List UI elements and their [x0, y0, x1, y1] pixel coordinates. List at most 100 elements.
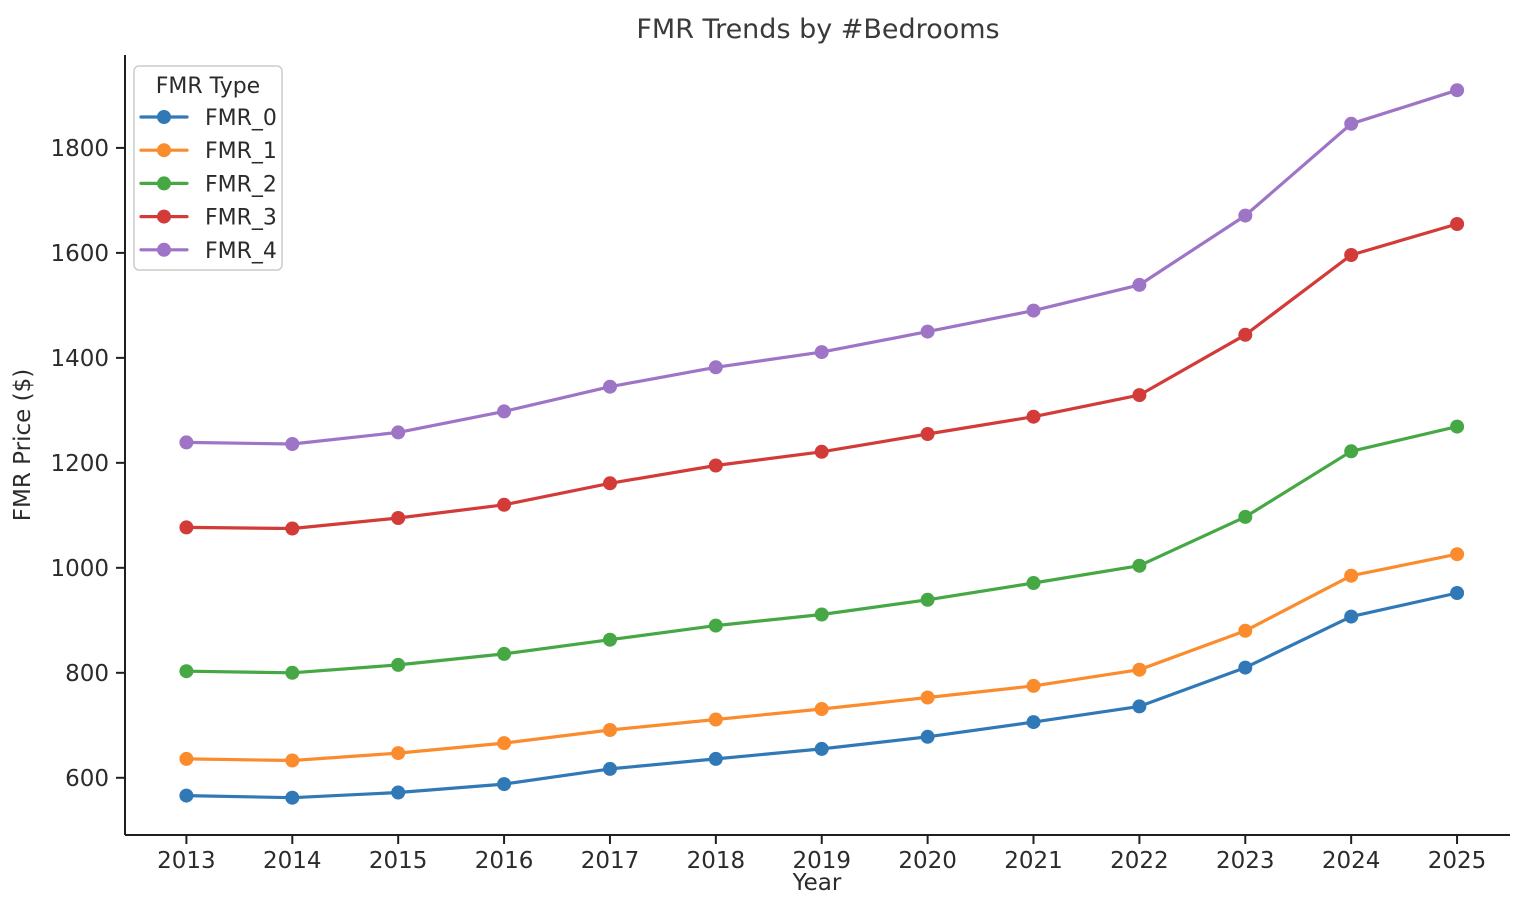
data-point-FMR_4-2023 [1238, 208, 1253, 223]
y-tick-label: 800 [65, 661, 109, 687]
data-point-FMR_1-2013 [179, 751, 194, 766]
data-point-FMR_4-2016 [497, 404, 512, 419]
x-tick-label: 2020 [898, 848, 957, 874]
legend-item-FMR_4: FMR_4 [139, 239, 277, 264]
x-tick-label: 2019 [792, 848, 851, 874]
data-point-FMR_0-2021 [1026, 715, 1041, 730]
data-point-FMR_2-2015 [391, 657, 406, 672]
legend-label-FMR_1: FMR_1 [205, 139, 277, 164]
data-point-FMR_3-2018 [708, 458, 723, 473]
data-point-FMR_4-2020 [920, 324, 935, 339]
x-tick-label: 2022 [1110, 848, 1169, 874]
data-point-FMR_1-2016 [497, 736, 512, 751]
data-point-FMR_1-2022 [1132, 662, 1147, 677]
data-point-FMR_3-2022 [1132, 388, 1147, 403]
data-point-FMR_0-2023 [1238, 660, 1253, 675]
x-tick-label: 2014 [263, 848, 322, 874]
y-tick-label: 1600 [50, 241, 109, 267]
data-point-FMR_3-2021 [1026, 409, 1041, 424]
data-point-FMR_3-2013 [179, 520, 194, 535]
data-point-FMR_4-2015 [391, 425, 406, 440]
data-point-FMR_2-2021 [1026, 576, 1041, 590]
data-point-FMR_4-2019 [814, 345, 829, 360]
x-tick-label: 2016 [475, 848, 534, 874]
data-point-FMR_4-2024 [1344, 116, 1359, 131]
data-point-FMR_2-2020 [920, 592, 935, 607]
x-axis-label: Year [792, 870, 842, 896]
data-point-FMR_0-2022 [1132, 699, 1147, 714]
data-point-FMR_2-2013 [179, 664, 194, 679]
data-point-FMR_0-2025 [1450, 586, 1465, 600]
data-point-FMR_2-2016 [497, 646, 512, 661]
data-point-FMR_4-2022 [1132, 277, 1147, 292]
data-point-FMR_1-2015 [391, 746, 406, 761]
legend-label-FMR_3: FMR_3 [205, 206, 277, 231]
legend-item-FMR_1: FMR_1 [139, 139, 277, 164]
data-point-FMR_2-2017 [603, 632, 617, 647]
data-point-FMR_2-2019 [814, 607, 829, 622]
legend: FMR_0 FMR_1 FMR_2 FMR_3 FMR_4 [133, 65, 283, 271]
data-point-FMR_1-2017 [603, 723, 617, 737]
x-tick-label: 2021 [1004, 848, 1063, 874]
data-point-FMR_0-2015 [391, 785, 406, 800]
data-point-FMR_1-2019 [814, 702, 829, 716]
legend-label-FMR_2: FMR_2 [205, 172, 277, 197]
data-point-FMR_0-2024 [1344, 609, 1359, 624]
x-tick-label: 2024 [1322, 848, 1381, 874]
data-point-FMR_4-2025 [1450, 83, 1465, 98]
data-point-FMR_4-2017 [603, 379, 617, 394]
data-point-FMR_3-2016 [497, 497, 512, 512]
data-point-FMR_3-2023 [1238, 327, 1253, 342]
data-point-FMR_1-2020 [920, 690, 935, 705]
y-tick-label: 600 [65, 766, 109, 792]
data-point-FMR_2-2014 [285, 665, 300, 680]
y-tick-label: 1000 [50, 556, 109, 582]
data-point-FMR_0-2018 [708, 751, 723, 766]
data-point-FMR_4-2021 [1026, 303, 1041, 318]
data-point-FMR_0-2014 [285, 790, 300, 805]
legend-swatch-marker-FMR_3 [157, 209, 171, 224]
data-point-FMR_3-2024 [1344, 248, 1359, 262]
series-line-FMR_3 [184, 222, 1459, 531]
x-tick-label: 2023 [1216, 848, 1275, 874]
data-point-FMR_3-2015 [391, 511, 406, 525]
data-point-FMR_3-2017 [603, 476, 617, 491]
data-point-FMR_2-2022 [1132, 558, 1147, 573]
x-tick-label: 2018 [687, 848, 746, 874]
series-lines [179, 83, 1465, 805]
x-tick-label: 2025 [1428, 848, 1487, 874]
data-point-FMR_1-2023 [1238, 623, 1253, 638]
series-line-FMR_2 [184, 425, 1459, 675]
legend-item-FMR_2: FMR_2 [139, 172, 277, 197]
data-point-FMR_0-2019 [814, 741, 829, 756]
legend-swatch-marker-FMR_2 [157, 176, 171, 191]
data-point-FMR_4-2013 [179, 435, 194, 450]
series-line-FMR_0 [184, 591, 1459, 800]
x-tick-label: 2013 [157, 848, 216, 874]
x-tick-label: 2017 [581, 848, 640, 874]
data-point-FMR_0-2013 [179, 788, 194, 803]
data-point-FMR_3-2025 [1450, 217, 1465, 231]
data-point-FMR_4-2014 [285, 437, 300, 451]
x-tick-label: 2015 [369, 848, 428, 874]
legend-label-FMR_4: FMR_4 [205, 239, 277, 264]
series-line-FMR_4 [184, 88, 1459, 446]
y-tick-label: 1800 [50, 136, 109, 162]
data-point-FMR_2-2025 [1450, 419, 1465, 434]
data-point-FMR_1-2025 [1450, 547, 1465, 562]
legend-label-FMR_0: FMR_0 [205, 106, 277, 131]
data-point-FMR_1-2024 [1344, 568, 1359, 583]
chart-title: FMR Trends by #Bedrooms [636, 14, 999, 45]
data-point-FMR_1-2014 [285, 753, 300, 768]
axes: 600 800 1000 1200 1400 1600 1800 2013 2014 2015 20… [50, 55, 1510, 874]
data-point-FMR_3-2014 [285, 521, 300, 536]
legend-swatch-marker-FMR_0 [157, 110, 171, 124]
legend-item-FMR_0: FMR_0 [139, 106, 277, 131]
data-point-FMR_2-2023 [1238, 509, 1253, 524]
data-point-FMR_4-2018 [708, 360, 723, 375]
data-point-FMR_3-2019 [814, 444, 829, 459]
legend-swatch-marker-FMR_1 [157, 143, 171, 158]
data-point-FMR_3-2020 [920, 427, 935, 441]
